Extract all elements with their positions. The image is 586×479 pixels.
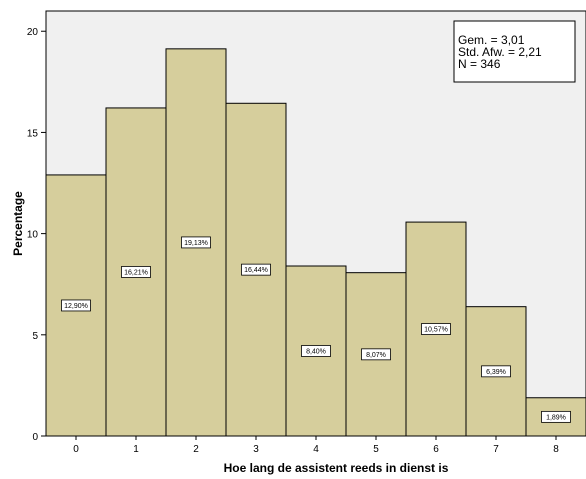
x-tick-label: 1 bbox=[133, 444, 139, 455]
y-tick-label: 20 bbox=[27, 27, 39, 38]
y-tick-label: 10 bbox=[27, 230, 39, 241]
y-tick-label: 5 bbox=[32, 331, 38, 342]
y-tick-label: 15 bbox=[27, 128, 39, 139]
data-label-box bbox=[541, 410, 571, 423]
data-labels-group: 12,90% 16,21% 19,13% 16,44% 8,40% 8,07% 10,57%… bbox=[61, 236, 571, 423]
x-tick-label: 8 bbox=[553, 444, 559, 455]
x-axis-title: Hoe lang de assistent reeds in dienst is bbox=[224, 461, 449, 475]
data-label: 10,57% bbox=[424, 327, 448, 334]
x-tick-label: 5 bbox=[373, 444, 379, 455]
data-label-box bbox=[481, 365, 511, 378]
data-label: 6,39% bbox=[486, 369, 506, 376]
data-label-box bbox=[181, 236, 211, 249]
data-label: 12,90% bbox=[64, 303, 88, 310]
x-tick-label: 4 bbox=[313, 444, 319, 455]
x-tick-label: 7 bbox=[493, 444, 499, 455]
data-label: 16,44% bbox=[244, 267, 268, 274]
x-axis: 0 1 2 3 4 5 6 7 8 bbox=[73, 436, 559, 455]
x-tick-label: 2 bbox=[193, 444, 199, 455]
stats-box-border bbox=[453, 20, 576, 83]
data-label-box bbox=[121, 266, 151, 278]
data-label-box bbox=[421, 323, 451, 335]
data-label-box bbox=[301, 345, 331, 357]
y-axis-title: Percentage bbox=[11, 191, 25, 256]
stats-line: Std. Afw. = 2,21 bbox=[458, 45, 542, 59]
stats-line: N = 346 bbox=[458, 57, 501, 71]
data-label-box bbox=[361, 348, 391, 361]
x-tick-label: 6 bbox=[433, 444, 439, 455]
data-label: 8,07% bbox=[366, 352, 386, 359]
data-label: 19,13% bbox=[184, 240, 208, 247]
data-label-box bbox=[61, 299, 91, 312]
data-label: 1,89% bbox=[546, 414, 566, 421]
y-axis: 0 5 10 15 20 bbox=[27, 27, 46, 443]
stats-line: Gem. = 3,01 bbox=[458, 33, 525, 47]
y-tick-label: 0 bbox=[32, 432, 38, 443]
data-label: 8,40% bbox=[306, 349, 326, 356]
data-label-box bbox=[241, 263, 271, 276]
x-tick-label: 0 bbox=[73, 444, 79, 455]
data-label: 16,21% bbox=[124, 269, 148, 276]
x-tick-label: 3 bbox=[253, 444, 259, 455]
